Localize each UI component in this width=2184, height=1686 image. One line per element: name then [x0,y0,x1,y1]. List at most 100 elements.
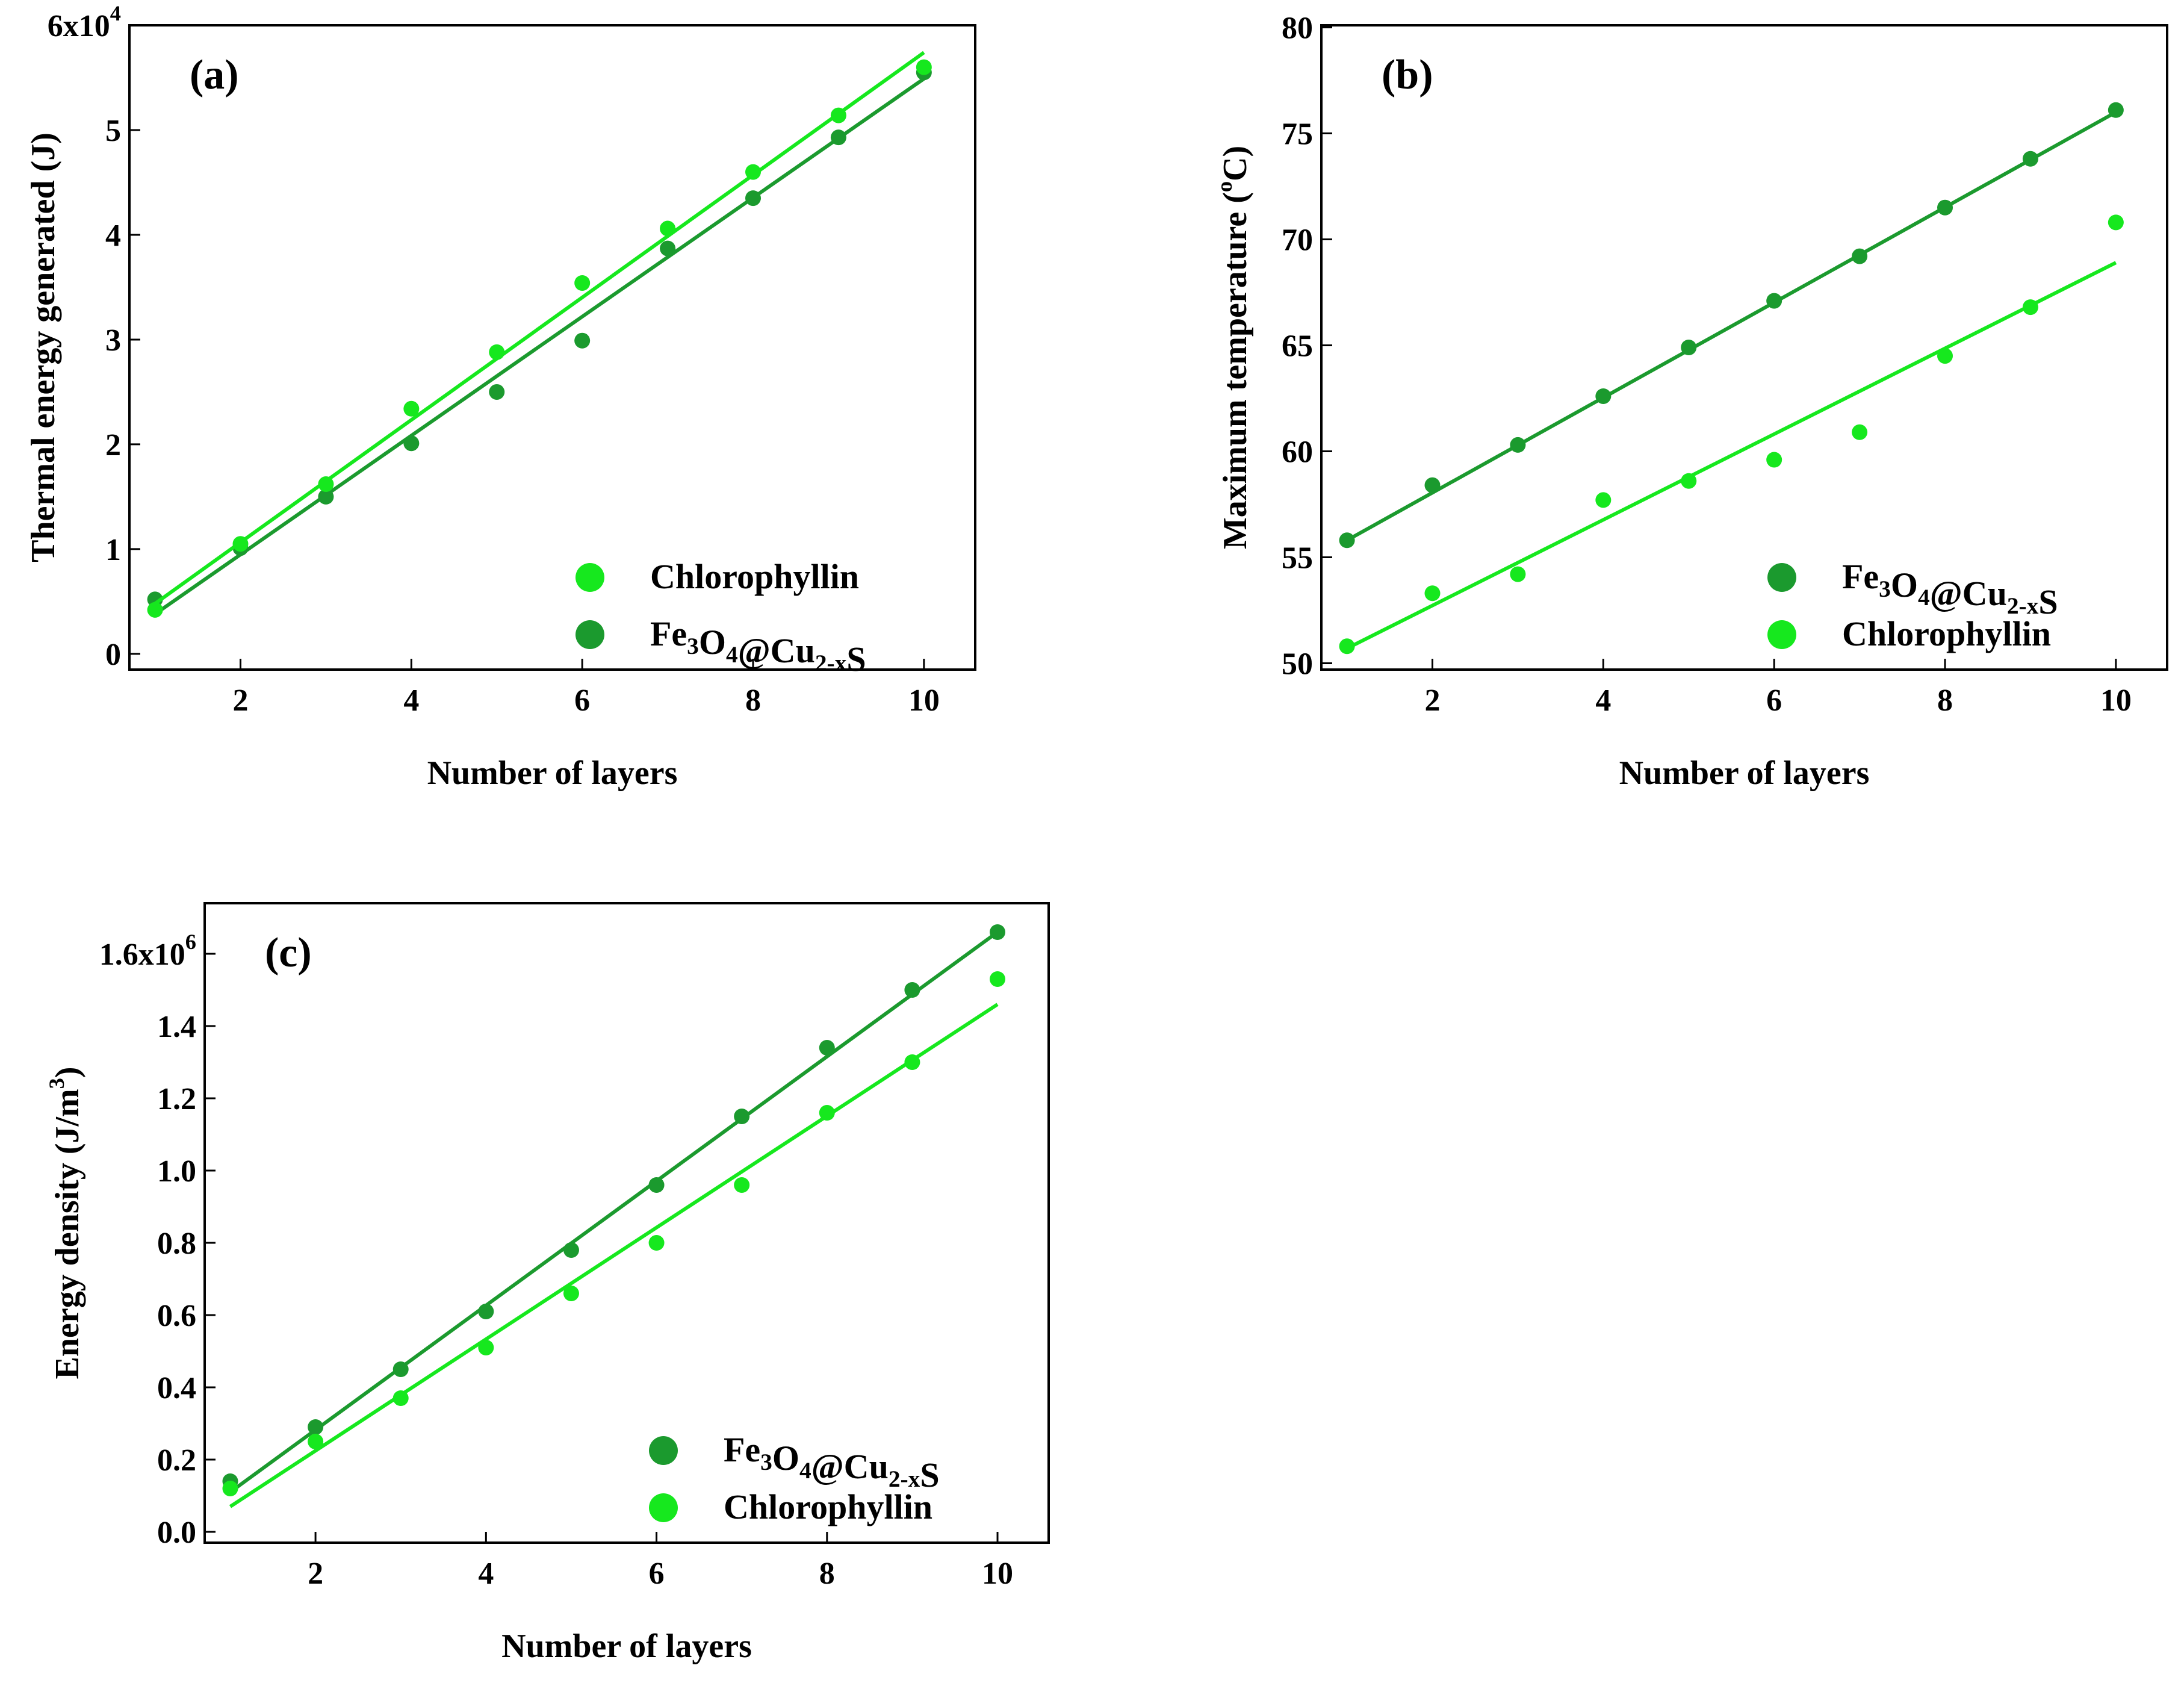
chart-a-plot-frame [128,24,976,671]
chart-a-point-chlorophyllin [147,602,163,618]
chart-c-point-chlorophyllin [819,1105,835,1121]
chart-b-point-fe3o4-cu2-xs [1510,437,1526,453]
chart-c-point-chlorophyllin [308,1434,324,1449]
chart-a-point-fe3o4-cu2-xs [830,129,846,146]
chart-b-point-fe3o4-cu2-xs [1339,532,1355,549]
chart-c-y-multiplier-label: 1.6x106 [99,930,196,972]
chart-b-fit-line-fe3o4-cu2-xs [1346,110,2117,542]
chart-c-point-fe3o4-cu2-xs [478,1304,494,1319]
chart-a-x-tick-label: 2 [232,683,248,718]
chart-b-y-tick-label: 75 [1282,117,1313,152]
chart-a-y-multiplier-label: 6x104 [48,1,121,43]
chart-a-point-chlorophyllin [232,536,249,552]
chart-c-point-fe3o4-cu2-xs [392,1361,409,1377]
chart-c-x-tick-label: 2 [308,1557,323,1591]
chart-b-point-chlorophyllin [1766,452,1782,468]
chart-a-point-chlorophyllin [745,164,762,180]
chart-a-point-chlorophyllin [489,344,505,360]
chart-c-point-fe3o4-cu2-xs [990,924,1006,940]
chart-c-point-fe3o4-cu2-xs [648,1177,665,1193]
chart-a-y-tick-label: 3 [105,323,121,358]
chart-a-point-chlorophyllin [660,220,676,237]
chart-a-legend-marker-fe3o4-cu2-xs [575,620,604,649]
chart-b-y-tick-label: 50 [1282,647,1313,681]
chart-c-point-fe3o4-cu2-xs [563,1242,579,1258]
chart-a-x-tick-label: 6 [574,683,590,718]
chart-b-point-fe3o4-cu2-xs [1424,477,1441,493]
chart-b-x-tick-label: 4 [1595,683,1611,718]
chart-b-point-chlorophyllin [1852,424,1868,440]
chart-a-y-axis-label: Thermal energy generated (J) [25,132,62,562]
chart-c-y-tick-label: 0.4 [157,1371,196,1405]
chart-c-point-chlorophyllin [563,1286,579,1301]
chart-b-legend-label-fe3o4-cu2-xs: Fe3O4@Cu2-xS [1842,557,2058,621]
chart-a-x-tick-label: 8 [745,683,761,718]
chart-b-point-chlorophyllin [1937,348,1953,364]
chart-c-point-chlorophyllin [392,1390,409,1406]
chart-b-y-tick-label: 80 [1282,11,1313,46]
chart-a-point-chlorophyllin [403,400,420,417]
panel-c-energy-density-chart: 2 4 6 8 10 0.0 0.2 0.4 0.6 0.8 1.0 1.2 1.4 1.6x106 (c)… [45,902,1050,1665]
chart-a-point-chlorophyllin [916,59,932,75]
chart-a-fit-line-chlorophyllin [154,51,925,605]
chart-a-x-tick-label: 4 [403,683,419,718]
chart-b-y-tick-label: 55 [1282,541,1313,575]
chart-c-point-chlorophyllin [478,1340,494,1355]
chart-a-point-fe3o4-cu2-xs [318,488,334,505]
chart-c-fit-line-fe3o4-cu2-xs [229,930,999,1494]
chart-b-point-chlorophyllin [1339,638,1355,655]
chart-c-point-chlorophyllin [734,1177,750,1193]
chart-c-y-tick-label: 0.6 [157,1299,196,1333]
chart-c-x-tick-label: 6 [649,1557,665,1591]
chart-b-legend-label-chlorophyllin: Chlorophyllin [1842,614,2051,653]
chart-a-point-fe3o4-cu2-xs [403,435,420,452]
chart-c-x-tick-label: 4 [478,1557,494,1591]
chart-a-point-chlorophyllin [574,275,591,291]
chart-b-point-fe3o4-cu2-xs [1852,248,1868,264]
chart-c-point-chlorophyllin [904,1054,920,1070]
chart-c-legend-label-fe3o4-cu2-xs: Fe3O4@Cu2-xS [724,1430,940,1495]
chart-c-point-chlorophyllin [648,1235,665,1251]
chart-b-point-chlorophyllin [2022,299,2038,316]
chart-b-y-tick-label: 60 [1282,435,1313,469]
chart-b-y-axis-label: Maximum temperature (oC) [1212,146,1254,549]
chart-b-point-chlorophyllin [1510,566,1526,582]
chart-b-legend-marker-chlorophyllin [1767,620,1796,649]
chart-b-point-fe3o4-cu2-xs [1937,199,1953,216]
chart-b-point-chlorophyllin [2108,214,2124,231]
chart-c-point-fe3o4-cu2-xs [308,1419,324,1435]
chart-c-point-fe3o4-cu2-xs [904,982,920,998]
chart-c-y-tick-label: 0.2 [157,1443,196,1478]
chart-b-point-fe3o4-cu2-xs [2108,102,2124,118]
chart-b-fit-line-chlorophyllin [1346,261,2117,650]
chart-c-point-chlorophyllin [990,971,1006,987]
panel-b-temperature-chart: 2 4 6 8 10 50 55 60 65 70 75 80 (b) Number of layers M… [1212,11,2168,792]
chart-c-x-tick-label: 8 [819,1557,835,1591]
chart-b-point-fe3o4-cu2-xs [1681,340,1697,355]
chart-b-point-chlorophyllin [1681,473,1697,489]
chart-b-x-axis-label: Number of layers [1619,754,1870,792]
chart-a-fit-line-fe3o4-cu2-xs [154,77,925,616]
chart-a-point-chlorophyllin [830,107,846,123]
chart-c-point-chlorophyllin [222,1481,238,1496]
chart-c-panel-label: (c) [265,930,312,976]
chart-a-y-tick-label: 1 [105,533,121,567]
chart-b-point-fe3o4-cu2-xs [1595,388,1612,404]
chart-c-y-axis-label: Energy density (J/m3) [45,1066,86,1379]
chart-a-point-fe3o4-cu2-xs [574,332,591,349]
chart-c-legend-marker-fe3o4-cu2-xs [649,1436,678,1465]
chart-b-point-fe3o4-cu2-xs [2022,151,2038,167]
chart-b-point-chlorophyllin [1595,492,1612,508]
chart-a-point-fe3o4-cu2-xs [745,190,762,207]
chart-b-x-tick-label: 8 [1937,683,1953,718]
chart-c-legend-label-chlorophyllin: Chlorophyllin [724,1487,932,1526]
chart-c-legend-marker-chlorophyllin [649,1493,678,1522]
chart-b-point-chlorophyllin [1424,585,1441,602]
chart-c-y-tick-label: 1.2 [157,1082,196,1116]
chart-b-y-tick-label: 65 [1282,329,1313,363]
chart-a-y-tick-label: 2 [105,428,121,462]
chart-a-point-fe3o4-cu2-xs [489,384,505,400]
chart-b-y-tick-label: 70 [1282,223,1313,257]
chart-b-x-tick-label: 2 [1424,683,1440,718]
